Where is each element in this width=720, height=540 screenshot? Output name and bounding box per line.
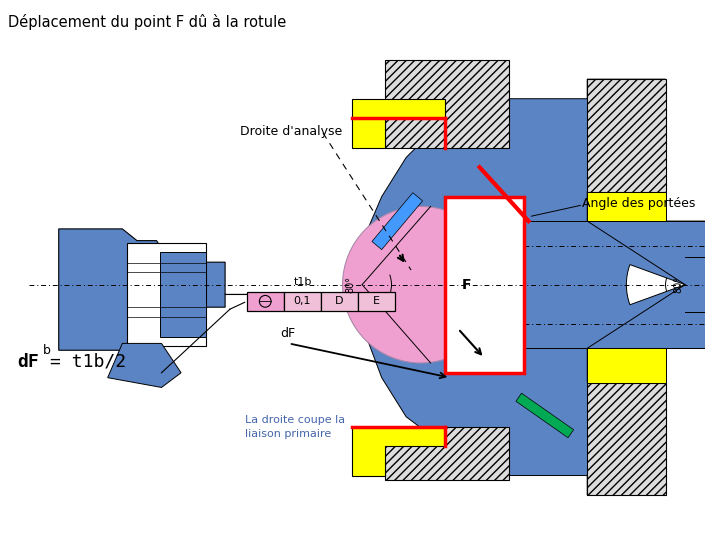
Polygon shape [160, 252, 205, 336]
Text: F: F [462, 278, 472, 292]
Text: t1b: t1b [293, 276, 312, 287]
Polygon shape [445, 221, 705, 348]
Polygon shape [108, 343, 181, 387]
Polygon shape [445, 197, 523, 373]
Polygon shape [372, 193, 423, 249]
Polygon shape [127, 242, 205, 346]
Polygon shape [588, 382, 665, 495]
Text: b: b [43, 345, 51, 357]
Text: Angle des portées: Angle des portées [582, 197, 696, 210]
Bar [321, 292, 359, 311]
Polygon shape [352, 427, 445, 476]
Text: = t1b/2: = t1b/2 [50, 352, 126, 370]
Text: La droite coupe la
liaison primaire: La droite coupe la liaison primaire [245, 415, 345, 439]
Text: dF: dF [280, 327, 295, 340]
Text: D: D [336, 296, 344, 306]
Polygon shape [588, 79, 665, 192]
Bar [247, 292, 284, 311]
Polygon shape [362, 79, 705, 495]
Polygon shape [516, 393, 574, 438]
Text: E: E [373, 296, 380, 306]
Text: 80°: 80° [346, 276, 356, 293]
Text: dF: dF [17, 353, 40, 371]
Text: 0,1: 0,1 [294, 296, 311, 306]
Polygon shape [384, 59, 509, 147]
Text: Droite d'analyse: Droite d'analyse [240, 125, 342, 138]
Circle shape [343, 206, 499, 363]
Polygon shape [588, 348, 665, 382]
Wedge shape [626, 265, 685, 305]
Polygon shape [59, 229, 323, 350]
Bar [284, 292, 321, 311]
Text: Déplacement du point F dû à la rotule: Déplacement du point F dû à la rotule [8, 14, 286, 30]
Wedge shape [362, 256, 445, 313]
Polygon shape [588, 192, 665, 221]
Polygon shape [384, 427, 509, 481]
Polygon shape [352, 99, 445, 147]
Text: 80°: 80° [673, 276, 683, 293]
Bar [359, 292, 395, 311]
